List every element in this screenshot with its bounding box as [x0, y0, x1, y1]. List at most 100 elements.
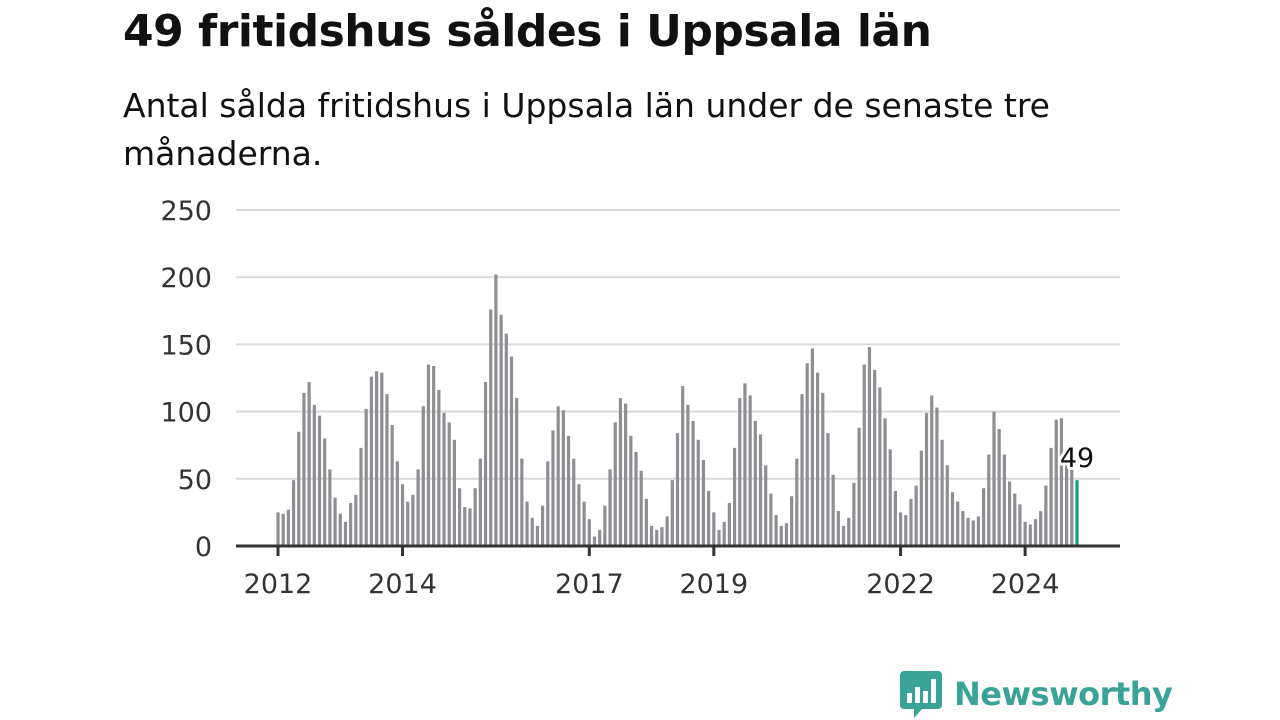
bar: [343, 521, 348, 546]
bar: [1007, 481, 1012, 546]
bar: [437, 390, 441, 546]
bar: [1002, 454, 1006, 546]
data-labels: 49: [1057, 440, 1097, 477]
bar: [1054, 419, 1058, 546]
bar: [572, 458, 576, 546]
x-tick-label: 2022: [866, 569, 935, 600]
bar: [1070, 468, 1074, 546]
bar: [966, 517, 970, 546]
bar: [1028, 524, 1032, 546]
y-tick-label: 250: [160, 196, 212, 227]
bar: [286, 509, 290, 546]
bars: [276, 274, 1079, 546]
bar: [535, 525, 540, 546]
bar: [898, 512, 903, 546]
bar: [675, 433, 680, 546]
bar: [841, 525, 846, 546]
bar: [644, 498, 648, 546]
bar: [888, 449, 892, 546]
bar: [546, 461, 550, 546]
bar: [992, 411, 996, 546]
bar: [385, 394, 389, 546]
bar: [826, 433, 830, 546]
bar: [504, 333, 508, 546]
bar: [961, 511, 965, 546]
bar: [764, 465, 768, 546]
bar: [400, 484, 405, 546]
bar: [478, 458, 482, 546]
bar: [696, 439, 700, 546]
bar: [598, 529, 602, 546]
bar: [624, 403, 628, 546]
bar: [509, 356, 514, 546]
bar: [779, 525, 783, 546]
bar: [732, 447, 737, 546]
y-axis-ticks: 0 50 100 150 200 250: [160, 196, 212, 563]
bar: [738, 398, 742, 546]
bar: [369, 376, 373, 546]
y-tick-label: 0: [195, 532, 212, 563]
bar: [302, 392, 306, 546]
bar: [976, 516, 981, 546]
y-tick-label: 200: [160, 263, 212, 294]
bar: [883, 418, 887, 546]
bar: [847, 517, 851, 546]
bar: [1059, 418, 1064, 546]
bar: [499, 314, 503, 546]
bar: [878, 387, 882, 546]
bar: [982, 488, 986, 546]
bar: [717, 529, 721, 546]
bar: [956, 501, 960, 546]
bar: [592, 536, 597, 546]
bar: [561, 410, 565, 546]
bar: [722, 521, 726, 546]
x-tick-label: 2014: [368, 569, 437, 600]
bar: [613, 422, 617, 546]
bar: [831, 474, 835, 546]
bar: [281, 513, 285, 546]
y-tick-label: 150: [160, 330, 212, 361]
bar: [655, 529, 659, 546]
bar: [769, 493, 773, 546]
bar: [707, 490, 711, 546]
bar: [634, 451, 638, 546]
bar: [665, 516, 669, 546]
bar: [530, 517, 534, 546]
newsworthy-brand: Newsworthy: [900, 668, 1173, 720]
bar: [473, 488, 477, 546]
bar: [349, 502, 353, 546]
bar: [608, 469, 612, 546]
bar: [790, 496, 794, 546]
bar: [556, 406, 560, 546]
bar: [463, 507, 467, 546]
last-value-label: 49: [1060, 443, 1094, 474]
bar: [862, 364, 866, 546]
x-axis-ticks: 2012 2014 2017 2019 2022 2024: [244, 546, 1060, 600]
bar: [541, 505, 545, 546]
bar: [743, 383, 747, 546]
bar: [421, 406, 425, 546]
bar: [297, 431, 301, 546]
bar: [758, 434, 763, 546]
bar: [587, 519, 591, 546]
bar: [649, 525, 654, 546]
bar: [629, 435, 633, 546]
bar: [1039, 511, 1043, 546]
bar: [795, 458, 799, 546]
bar: [328, 469, 332, 546]
bar: [784, 523, 789, 546]
bar: [577, 484, 581, 546]
bar: [805, 363, 809, 546]
bar: [432, 365, 436, 546]
bar-latest: [1075, 480, 1079, 546]
bar: [909, 498, 913, 546]
bar: [515, 398, 519, 546]
x-tick-label: 2024: [991, 569, 1060, 600]
bar: [551, 430, 555, 546]
bar: [940, 439, 944, 546]
bar: [442, 412, 446, 546]
bar: [727, 502, 731, 546]
x-tick-label: 2017: [555, 569, 624, 600]
bar: [390, 425, 394, 546]
bar: [317, 415, 322, 546]
